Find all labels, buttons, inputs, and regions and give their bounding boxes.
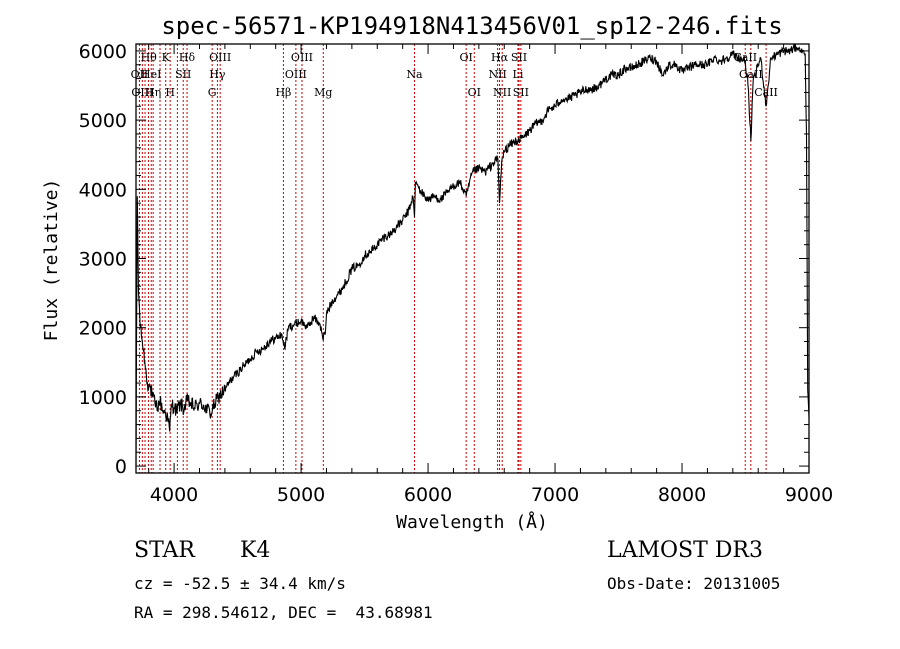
y-tick-label: 2000 xyxy=(79,318,127,340)
spectral-line-label: Hβ xyxy=(275,86,291,99)
spectral-line-label: SII xyxy=(513,86,529,99)
y-tick-label: 3000 xyxy=(79,249,127,271)
spectral-line-label: Mg xyxy=(314,86,332,99)
chart-title: spec-56571-KP194918N413456V01_sp12-246.f… xyxy=(161,12,782,40)
spectral-line-label: CaII xyxy=(739,68,763,81)
x-tick-label: 7000 xyxy=(531,484,579,506)
spectral-line-label: SII xyxy=(175,68,191,81)
spectral-line-label: OI xyxy=(468,86,481,99)
object-class: STAR xyxy=(134,538,195,563)
x-tick-label: 4000 xyxy=(150,484,198,506)
redshift-info: cz = -52.5 ± 34.4 km/s xyxy=(134,574,346,593)
spectral-line-label: H xyxy=(165,86,175,99)
y-axis-ticks: 0 1000 2000 3000 4000 5000 6000 xyxy=(79,41,809,478)
spectral-line-label: OIII xyxy=(291,51,313,64)
spectral-line-label: OIII xyxy=(209,51,231,64)
spectral-line-label: Na xyxy=(406,68,423,81)
spectral-line-label: K xyxy=(162,51,171,64)
x-tick-label: 8000 xyxy=(658,484,706,506)
spectral-line-label: Hγ xyxy=(209,68,226,81)
spectral-line-label: NII xyxy=(493,86,511,99)
y-tick-label: 1000 xyxy=(79,387,127,409)
spectral-line-label: SII xyxy=(511,51,527,64)
line-markers xyxy=(138,44,767,473)
x-tick-label: 5000 xyxy=(277,484,325,506)
y-tick-label: 6000 xyxy=(79,41,127,63)
y-tick-label: 0 xyxy=(115,456,127,478)
spectral-line-label: OIII xyxy=(285,68,307,81)
obs-date: Obs-Date: 20131005 xyxy=(607,574,781,593)
flux-series-line xyxy=(135,43,810,467)
spectral-line-label: OII xyxy=(131,68,149,81)
spectral-line-label: Hδ xyxy=(179,51,196,64)
spectral-line-label: CaII xyxy=(754,86,778,99)
y-tick-label: 5000 xyxy=(79,110,127,132)
x-axis-label: Wavelength (Å) xyxy=(396,511,548,533)
x-axis-ticks: 4000 5000 6000 7000 8000 9000 xyxy=(148,44,833,506)
spectral-line-label: Hα xyxy=(491,51,509,64)
spectrum-chart: spec-56571-KP194918N413456V01_sp12-246.f… xyxy=(41,12,833,533)
x-tick-label: 6000 xyxy=(404,484,452,506)
spectral-line-label: G xyxy=(208,86,217,99)
spectral-line-label: NII xyxy=(488,68,506,81)
coordinates: RA = 298.54612, DEC = 43.68981 xyxy=(134,603,433,622)
object-subclass: K4 xyxy=(240,538,271,563)
spectral-line-label: HeI xyxy=(141,68,161,81)
spectral-line-label: Li xyxy=(513,68,524,81)
spectral-line-label: Hη xyxy=(145,86,161,99)
survey-name: LAMOST DR3 xyxy=(607,538,763,563)
spectral-line-label: Hθ xyxy=(141,51,158,64)
spectral-line-label: OI xyxy=(459,51,472,64)
y-tick-label: 4000 xyxy=(79,179,127,201)
spectral-line-label: OIII xyxy=(131,86,153,99)
y-axis-label: Flux (relative) xyxy=(41,179,62,342)
plot-frame xyxy=(135,43,810,474)
x-tick-label: 9000 xyxy=(785,484,833,506)
